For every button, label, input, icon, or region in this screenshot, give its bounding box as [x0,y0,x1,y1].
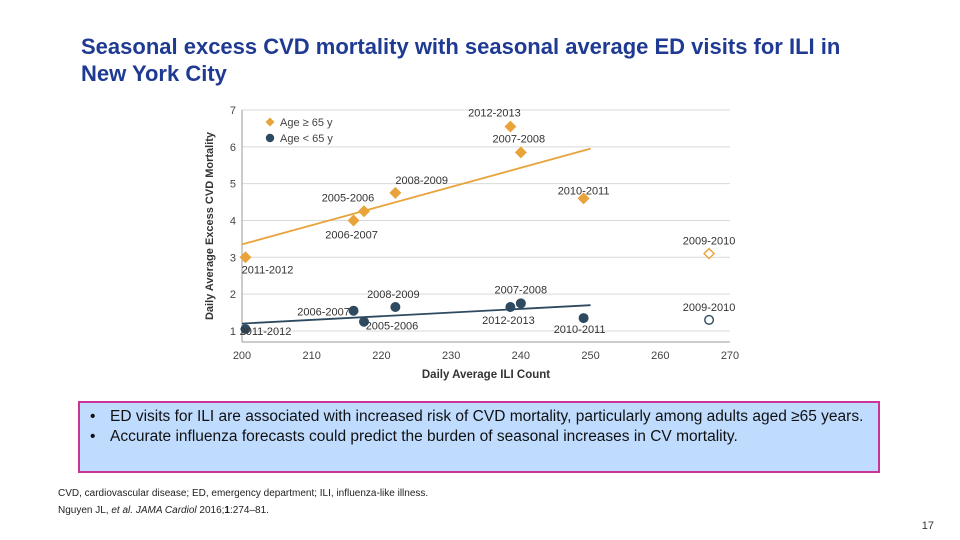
data-point-circle [390,302,401,313]
trend-line-under-65 [241,304,591,325]
trend-line-65-plus [241,147,591,246]
x-tick-label: 210 [303,350,321,362]
bullet-dot: • [90,428,96,445]
y-tick-label: 7 [230,105,236,117]
data-label: 2011-2012 [242,264,294,276]
data-label: 2012-2013 [482,315,535,327]
data-point-diamond [514,146,527,159]
x-tick-label: 200 [233,350,251,362]
chart-svg: 1 2 3 4 5 6 7 200 210 220 230 240 250 260 270 Daily Ave… [204,105,739,381]
data-label: 2005-2006 [322,192,375,204]
x-axis-title: Daily Average ILI Count [422,369,550,381]
data-label: 2008-2009 [367,289,420,301]
page-number: 17 [921,520,934,532]
data-label: 2011-2012 [240,326,292,338]
data-point-diamond [703,247,716,260]
data-point-diamond [347,214,360,227]
data-label: 2010-2011 [554,324,606,336]
data-point-circle [578,313,589,324]
x-tick-label: 220 [372,350,390,362]
citation-pages: :274–81. [229,505,269,516]
data-point-circle [358,316,369,327]
slide-title: Seasonal excess CVD mortality with seaso… [81,34,841,86]
y-tick-label: 5 [230,179,236,191]
citation-footnote: Nguyen JL, et al. JAMA Cardiol 2016;1:27… [58,505,269,516]
x-tick-label: 230 [442,350,460,362]
data-label: 2012-2013 [468,108,521,120]
data-label: 2005-2006 [366,321,419,333]
data-label: 2008-2009 [395,175,448,187]
legend-label: Age ≥ 65 y [280,117,333,129]
y-tick-label: 3 [230,252,236,264]
citation-volume: 1 [224,505,230,516]
x-tick-label: 250 [581,350,599,362]
data-label: 2007-2008 [495,284,548,296]
plot-area [242,110,730,342]
data-point-diamond [358,205,370,218]
data-point-circle [704,314,715,325]
citation-etal: et al. [111,505,134,516]
data-point-circle [348,305,359,316]
data-point-diamond [504,120,517,133]
scatter-chart: 1 2 3 4 5 6 7 200 210 220 230 240 250 260 270 Daily Ave… [200,100,760,390]
y-tick-label: 1 [230,326,236,338]
legend-marker-circle [265,133,275,143]
data-label: 2009-2010 [683,302,736,314]
data-label: 2006-2007 [325,229,378,241]
citation-authors: Nguyen JL, [58,505,112,516]
x-tick-label: 270 [721,350,739,362]
bullet-item-1: • ED visits for ILI are associated with … [86,407,872,427]
citation-journal: JAMA Cardiol [135,505,197,516]
y-tick-label: 6 [230,142,236,154]
y-tick-label: 2 [230,289,236,301]
legend-marker-diamond [265,117,275,127]
data-point-circle [505,302,516,313]
abbreviations-footnote: CVD, cardiovascular disease; ED, emergen… [58,488,429,499]
bullet-text-1: ED visits for ILI are associated with in… [110,408,864,425]
data-point-circle [515,298,526,309]
data-label: 2006-2007 [297,307,350,319]
data-point-diamond [239,251,252,264]
x-tick-label: 260 [651,350,669,362]
bullet-text-2: Accurate influenza forecasts could predi… [110,428,738,445]
data-point-circle [240,324,251,335]
data-label: 2007-2008 [493,133,546,145]
data-point-diamond [577,192,590,205]
bullet-item-2: • Accurate influenza forecasts could pre… [86,427,872,447]
legend-label: Age < 65 y [280,133,333,145]
bullet-dot: • [90,408,96,425]
y-tick-label: 4 [230,215,236,227]
citation-year: 2016; [196,505,225,516]
x-tick-label: 240 [512,350,530,362]
data-label: 2010-2011 [558,185,610,197]
data-label: 2009-2010 [683,236,736,248]
key-points-box: • ED visits for ILI are associated with … [78,401,880,473]
y-axis-title: Daily Average Excess CVD Mortality [204,131,216,320]
data-point-diamond [389,186,402,199]
